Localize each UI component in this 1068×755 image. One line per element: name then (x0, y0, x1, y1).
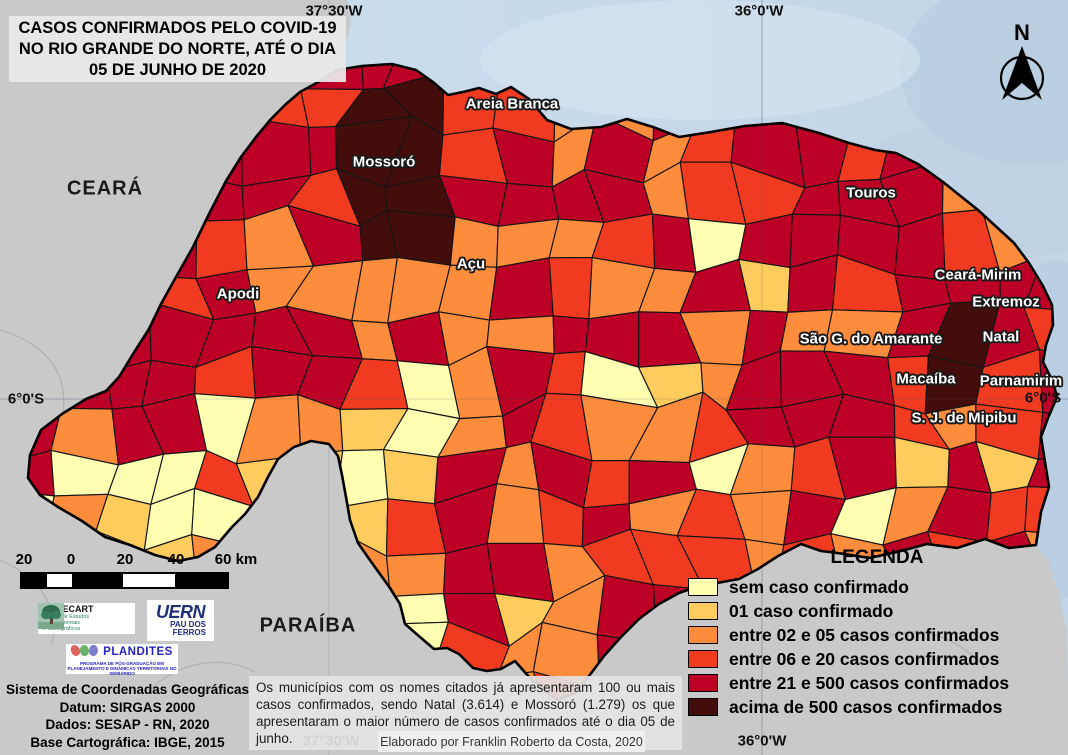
city-label: São G. do Amarante (799, 330, 943, 348)
city-label: Touros (846, 184, 896, 202)
graticule-label: 37°30'W (305, 2, 363, 20)
graticule-label: 6°0'S (7, 390, 45, 408)
legend-swatch (688, 626, 718, 644)
coordinate-system-line: Datum: SIRGAS 2000 (59, 699, 196, 715)
scalebar-tick-label: 40 (167, 551, 185, 568)
plandites-logo: PLANDITES PROGRAMA DE PÓS-GRADUAÇÃO EM PL… (66, 643, 178, 676)
city-label: Açu (456, 255, 486, 273)
negecart-tree-icon (38, 603, 64, 629)
map-title-line1: CASOS CONFIRMADOS PELO COVID-19 (18, 18, 337, 37)
neighbor-state-label: PARAÍBA (259, 614, 357, 637)
legend-swatch (688, 674, 718, 692)
legend-item: entre 02 e 05 casos confirmados (688, 626, 1066, 644)
city-label: Mossoró (352, 153, 416, 171)
coordinate-system-info: Sistema de Coordenadas Geográficas Datum:… (4, 681, 251, 751)
scalebar-segment (22, 574, 47, 587)
scalebar-tick-label: 20 (15, 551, 33, 568)
legend-item: entre 21 e 500 casos confirmados (688, 674, 1066, 692)
scalebar (20, 572, 229, 589)
city-label: Areia Branca (465, 95, 559, 113)
graticule-label: 36°0'W (737, 732, 787, 750)
uern-logo: UERN PAU DOS FERROS (147, 600, 214, 641)
legend: LEGENDA sem caso confirmado 01 caso confi… (688, 547, 1066, 722)
scalebar-segment (123, 574, 175, 587)
legend-swatch (688, 698, 718, 716)
city-label: Parnamirim (979, 372, 1063, 390)
coordinate-system-line: Dados: SESAP - RN, 2020 (45, 717, 210, 732)
city-label: Natal (982, 328, 1020, 346)
plandites-shapes-icon (69, 643, 100, 661)
legend-item-label: 01 caso confirmado (729, 601, 894, 621)
neighbor-state-label: CEARÁ (66, 177, 144, 200)
plandites-blob-icon (87, 643, 100, 657)
legend-item-label: entre 21 e 500 casos confirmados (729, 673, 1010, 693)
state-border (26, 62, 1059, 702)
legend-item: entre 06 e 20 casos confirmados (688, 650, 1066, 668)
legend-item: sem caso confirmado (688, 578, 1066, 596)
map-title: CASOS CONFIRMADOS PELO COVID-19 NO RIO G… (9, 16, 346, 82)
city-label: Ceará-Mirim (934, 266, 1022, 284)
legend-item-label: entre 06 e 20 casos confirmados (729, 649, 1000, 669)
map-title-line3: 05 DE JUNHO DE 2020 (89, 60, 266, 79)
north-arrow-icon: N (999, 20, 1045, 101)
city-label: Apodi (216, 285, 260, 303)
legend-item-label: entre 02 e 05 casos confirmados (729, 625, 1000, 645)
legend-item: acima de 500 casos confirmados (688, 698, 1066, 716)
legend-item-label: acima de 500 casos confirmados (729, 697, 1003, 717)
city-label: Extremoz (972, 293, 1040, 311)
legend-item-label: sem caso confirmado (729, 577, 909, 597)
graticule-label: 36°0'W (734, 2, 784, 20)
scalebar-tick-label: 20 (116, 551, 134, 568)
scalebar-tick-label: 60 km (214, 551, 258, 568)
plandites-subtitle: PROGRAMA DE PÓS-GRADUAÇÃO EM PLANEJAMENTO… (67, 660, 177, 676)
scalebar-tick-label: 0 (66, 551, 76, 568)
credit-box: Elaborado por Franklin Roberto da Costa,… (378, 731, 645, 752)
legend-swatch (688, 602, 718, 620)
north-label: N (1014, 20, 1030, 45)
scalebar-segment (72, 574, 123, 587)
legend-item: 01 caso confirmado (688, 602, 1066, 620)
legend-rows: sem caso confirmado 01 caso confirmado ent… (688, 578, 1066, 716)
city-label: S. J. de Mipibu (911, 409, 1017, 427)
negecart-name: NEGECART (43, 604, 94, 614)
scalebar-segment (47, 574, 72, 587)
scalebar-segment (175, 574, 227, 587)
uern-name: UERN (155, 601, 206, 622)
coordinate-system-line: Sistema de Coordenadas Geográficas (5, 682, 250, 697)
legend-swatch (688, 578, 718, 596)
graticule-label: 6°0'S (1024, 389, 1062, 407)
uern-subtitle: PAU DOS FERROS (170, 619, 206, 637)
coordinate-system-line: Base Cartográfica: IBGE, 2015 (30, 734, 225, 750)
negecart-logo: NEGECART Núcleo de EstudosGeoambientaise… (38, 603, 135, 634)
plandites-blob-icon (80, 644, 90, 656)
map-title-line2: NO RIO GRANDE DO NORTE, ATÉ O DIA (18, 39, 337, 58)
city-label: Macaíba (896, 370, 956, 388)
municipality (1023, 306, 1057, 374)
legend-title: LEGENDA (830, 547, 924, 568)
legend-swatch (688, 650, 718, 668)
plandites-name: PLANDITES (103, 645, 173, 658)
